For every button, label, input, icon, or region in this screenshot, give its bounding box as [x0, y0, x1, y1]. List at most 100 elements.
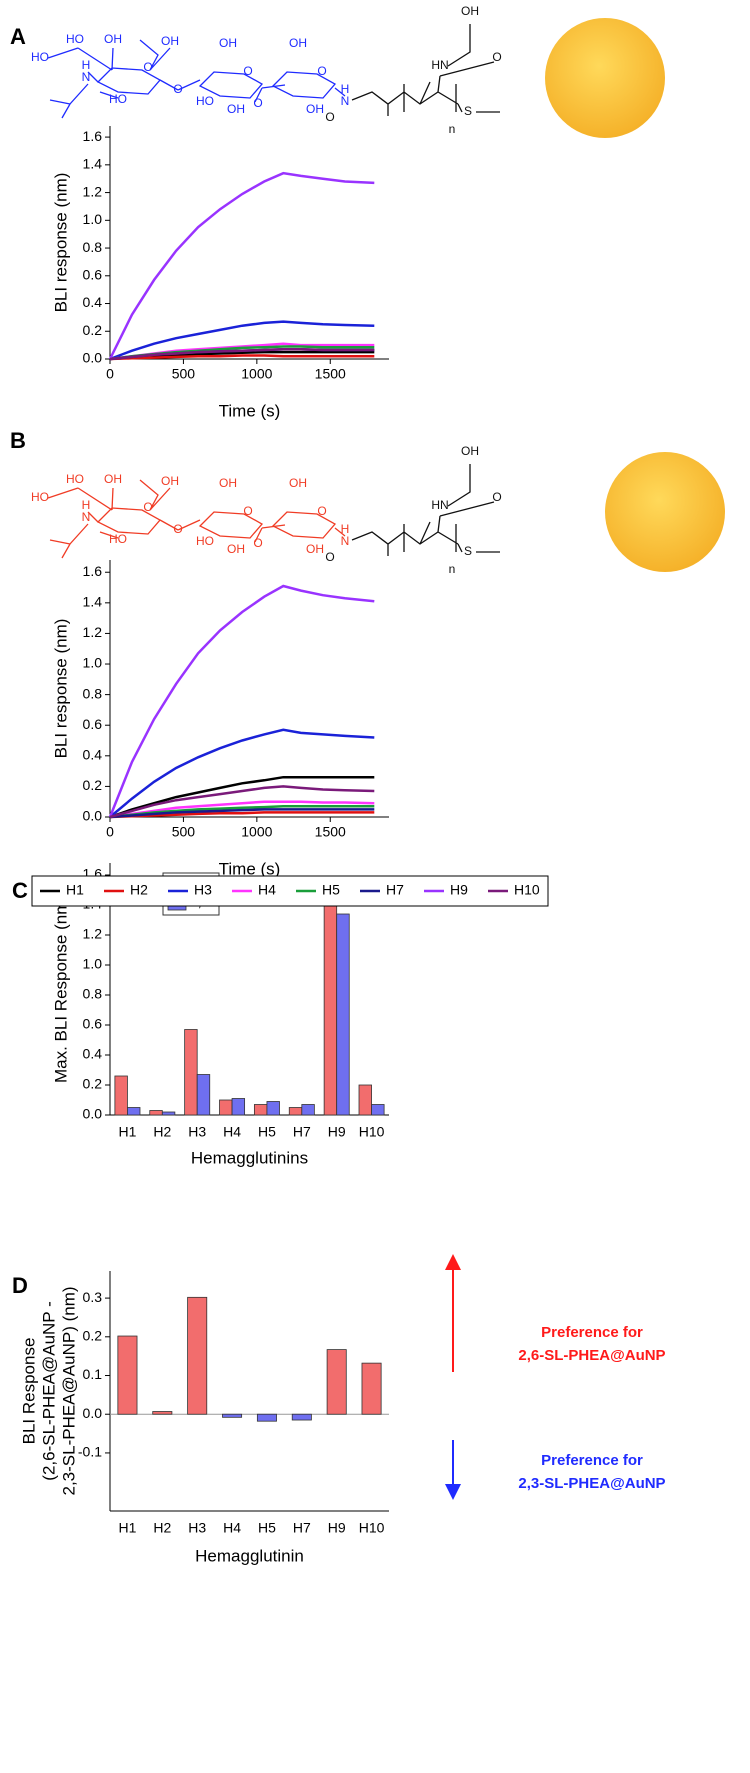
series-line	[109, 320, 375, 361]
legend-label: H3	[194, 882, 212, 898]
atom-label: N	[82, 510, 91, 524]
y-tick-label: 0.0	[83, 350, 103, 366]
x-tick-label: 0	[106, 366, 114, 382]
y-tick-label: 1.0	[83, 211, 103, 227]
series-line	[109, 805, 375, 819]
annotation: Preference for	[541, 1324, 643, 1341]
x-tick-label: 1500	[315, 824, 346, 840]
polymer	[351, 464, 500, 556]
y-tick-label: 1.2	[83, 926, 103, 942]
y-axis-title: BLI response (nm)	[51, 619, 70, 759]
atom-label: O	[253, 96, 262, 110]
x-tick-label: 0	[106, 824, 114, 840]
x-tick-label: H10	[359, 1520, 385, 1536]
atom-label: O	[173, 82, 182, 96]
panel-label: D	[12, 1273, 28, 1298]
y-tick-label: 0.0	[83, 808, 103, 824]
polymer	[351, 24, 500, 116]
bar	[256, 1413, 277, 1422]
y-tick-label: 0.4	[83, 1046, 103, 1062]
atom-label: O	[253, 536, 262, 550]
atom-label: OH	[219, 36, 237, 50]
atom-label: O	[492, 50, 501, 64]
bar	[371, 1104, 385, 1116]
atom-label: n	[449, 122, 456, 136]
bar	[187, 1296, 208, 1415]
y-tick-label: 0.2	[83, 1328, 103, 1344]
bar	[301, 1104, 315, 1116]
atom-label: O	[143, 500, 152, 514]
legend-label: H10	[514, 882, 540, 898]
atom-label: HO	[109, 532, 127, 546]
y-tick-label: 0.6	[83, 716, 103, 732]
bar	[152, 1411, 173, 1415]
atom-label: OH	[219, 476, 237, 490]
x-tick-label: H7	[293, 1520, 311, 1536]
bar	[114, 1075, 128, 1116]
legend-label: H5	[322, 882, 340, 898]
y-axis-title: Max. BLI Response (nm)	[51, 895, 70, 1083]
atom-label: HO	[109, 92, 127, 106]
y-axis-title: BLI Response	[19, 1338, 38, 1445]
y-axis-title: BLI response (nm)	[51, 173, 70, 313]
sugar-ring	[198, 71, 264, 99]
atom-label: O	[317, 64, 326, 78]
x-tick-label: H2	[153, 1124, 171, 1140]
bar	[288, 1107, 303, 1116]
x-tick-label: 1000	[241, 824, 272, 840]
series-line	[109, 348, 375, 361]
y-tick-label: 0.6	[83, 266, 103, 282]
annotation: 2,6-SL-PHEA@AuNP	[518, 1347, 665, 1364]
atom-label: OH	[161, 474, 179, 488]
series-line	[109, 785, 375, 819]
atom-label: HO	[31, 490, 49, 504]
bonds	[47, 479, 346, 559]
y-tick-label: 0.2	[83, 777, 103, 793]
atom-label: OH	[227, 102, 245, 116]
x-axis-title: Hemagglutinin	[195, 1546, 304, 1565]
gold-nanoparticle	[605, 452, 725, 572]
y-tick-label: 0.2	[83, 322, 103, 338]
atom-label: HO	[66, 32, 84, 46]
atom-label: OH	[461, 444, 479, 458]
gold-nanoparticle	[545, 18, 665, 138]
x-tick-label: H1	[118, 1124, 136, 1140]
x-tick-label: H5	[258, 1124, 276, 1140]
series-line	[109, 808, 375, 819]
atom-label: n	[449, 562, 456, 576]
x-tick-label: H1	[118, 1520, 136, 1536]
atom-label: S	[464, 544, 472, 558]
x-tick-label: 500	[172, 366, 196, 382]
atom-label: H	[82, 58, 91, 72]
legend-label: H9	[450, 882, 468, 898]
atom-label: O	[143, 60, 152, 74]
atom-label: H	[82, 498, 91, 512]
sugar-ring	[198, 511, 264, 539]
y-tick-label: 0.4	[83, 747, 103, 763]
atom-label: H	[341, 522, 350, 536]
series-line	[109, 350, 375, 361]
atom-label: HO	[196, 94, 214, 108]
y-tick-label: 0.1	[83, 1366, 103, 1382]
bar	[219, 1099, 233, 1116]
x-tick-label: 500	[172, 824, 196, 840]
atom-label: OH	[104, 32, 122, 46]
annotation: 2,3-SL-PHEA@AuNP	[518, 1475, 665, 1492]
y-tick-label: 0.3	[83, 1289, 103, 1305]
bar	[326, 1349, 347, 1415]
y-tick-label: 1.0	[83, 655, 103, 671]
panel-label: A	[10, 24, 26, 49]
series-line	[109, 354, 375, 361]
atom-label: OH	[289, 36, 307, 50]
x-tick-label: H4	[223, 1520, 241, 1536]
y-tick-label: 0.8	[83, 685, 103, 701]
x-tick-label: H5	[258, 1520, 276, 1536]
bar	[117, 1335, 138, 1415]
atom-label: O	[243, 64, 252, 78]
bar	[323, 888, 338, 1116]
y-tick-label: 1.2	[83, 624, 103, 640]
legend-label: H1	[66, 882, 84, 898]
